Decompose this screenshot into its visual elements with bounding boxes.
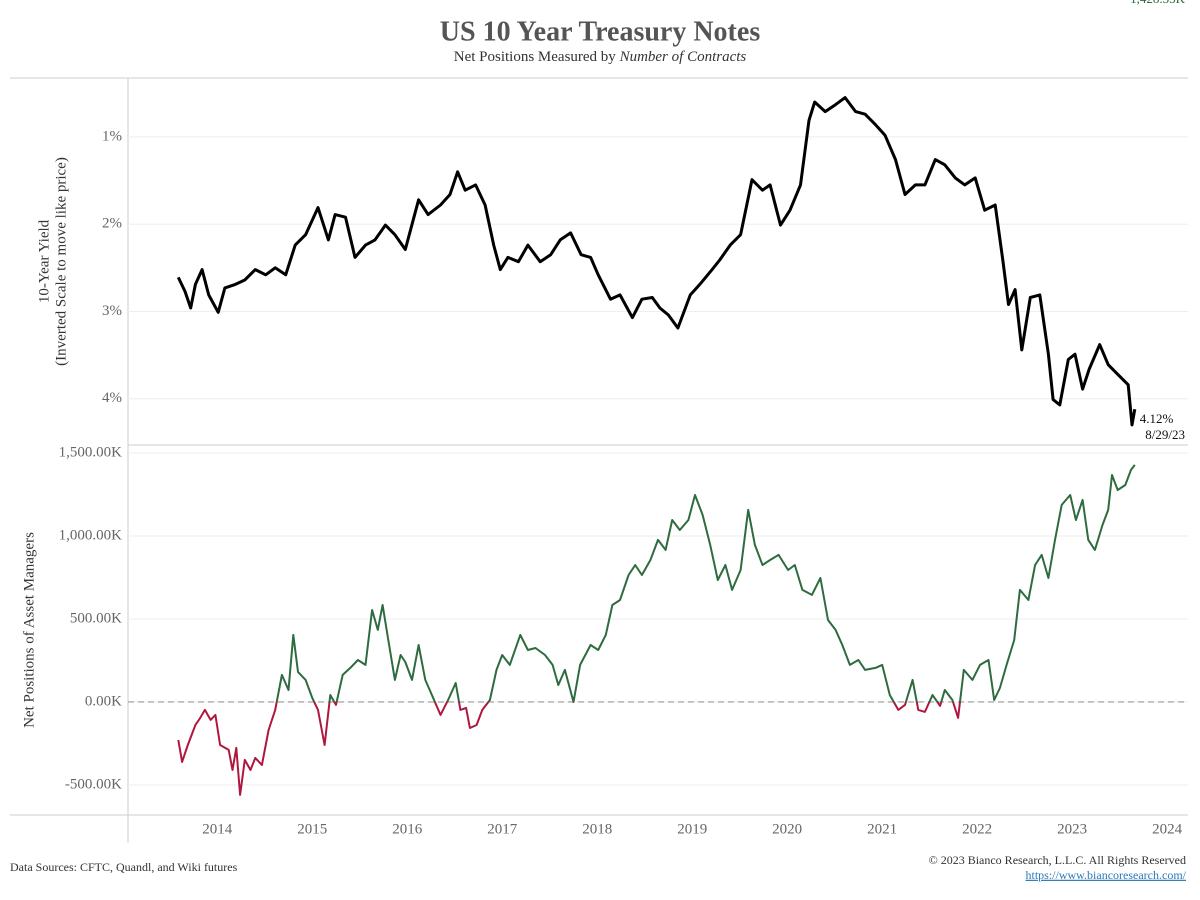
y-tick-label: 4%	[102, 390, 122, 406]
x-tick-label: 2021	[867, 821, 897, 837]
x-tick-label: 2022	[962, 821, 992, 837]
y-axis-label: Net Positions of Asset Managers	[21, 532, 37, 728]
y-tick-label: 1%	[102, 128, 122, 144]
end-value-label: 4.12%	[1140, 411, 1174, 426]
data-line	[176, 96, 1137, 427]
subtitle-text: Net Positions Measured by	[454, 49, 620, 65]
data-line-negative	[177, 701, 962, 796]
chart-subtitle: Net Positions Measured by Number of Cont…	[454, 49, 747, 65]
x-tick-label: 2017	[487, 821, 518, 837]
x-tick-label: 2018	[582, 821, 612, 837]
y-tick-label: 0.00K	[85, 693, 122, 709]
x-tick-label: 2024	[1152, 821, 1183, 837]
end-value-label: 1,428.35K	[1130, 0, 1186, 6]
x-tick-label: 2014	[202, 821, 233, 837]
copyright: © 2023 Bianco Research, L.L.C. All Right…	[929, 853, 1186, 867]
data-line-positive	[275, 464, 1136, 702]
website-link[interactable]: https://www.biancoresearch.com/	[1025, 868, 1186, 882]
y-tick-label: 1,500.00K	[59, 444, 123, 460]
subtitle-emphasis: Number of Contracts	[619, 49, 747, 65]
y-axis-label: (Inverted Scale to move like price)	[53, 157, 69, 366]
y-tick-label: -500.00K	[65, 776, 122, 792]
x-tick-label: 2015	[297, 821, 327, 837]
x-tick-label: 2020	[772, 821, 802, 837]
y-tick-label: 2%	[102, 216, 122, 232]
y-tick-label: 3%	[102, 303, 122, 319]
y-tick-label: 1,000.00K	[59, 527, 123, 543]
y-axis-label: 10-Year Yield	[36, 219, 52, 303]
chart-title: US 10 Year Treasury Notes	[440, 16, 761, 47]
y-tick-label: 500.00K	[70, 610, 122, 626]
x-tick-label: 2019	[677, 821, 707, 837]
x-tick-label: 2023	[1057, 821, 1087, 837]
end-date-label: 8/29/23	[1145, 427, 1185, 442]
x-tick-label: 2016	[392, 821, 423, 837]
source-note: Data Sources: CFTC, Quandl, and Wiki fut…	[10, 860, 238, 874]
